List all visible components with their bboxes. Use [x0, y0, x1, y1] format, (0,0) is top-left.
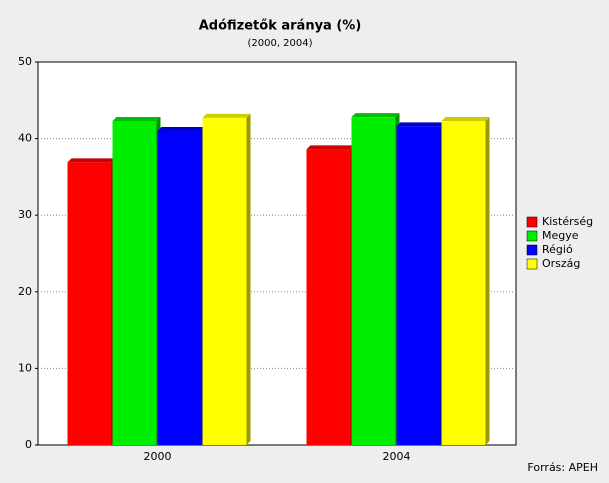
x-tick-label: 2004 [383, 450, 411, 463]
bar-top [202, 113, 251, 118]
y-tick-label: 30 [18, 208, 32, 221]
chart-subtitle: (2000, 2004) [247, 38, 312, 49]
y-tick-label: 0 [25, 438, 32, 451]
legend-swatch [526, 244, 538, 256]
chart-title: Adófizetők aránya (%) [199, 19, 362, 34]
legend-label: Megye [542, 229, 579, 242]
y-tick-label: 20 [18, 285, 32, 298]
bar-side [485, 116, 490, 446]
bar-top [157, 126, 206, 131]
bar [202, 117, 247, 445]
bar [306, 149, 351, 445]
y-tick-label: 10 [18, 361, 32, 374]
legend-swatch [526, 230, 538, 242]
source-note: Forrás: APEH [527, 461, 598, 474]
legend-swatch [526, 216, 538, 228]
bar-top [396, 122, 445, 127]
x-tick-label: 2000 [144, 450, 172, 463]
legend-label: Ország [542, 257, 580, 270]
legend-label: Kistérség [542, 215, 593, 228]
legend-label: Régió [542, 243, 573, 256]
bar [112, 120, 157, 446]
bar-top [441, 116, 490, 121]
y-tick-label: 40 [18, 132, 32, 145]
bar-top [67, 158, 116, 163]
bar-side [246, 113, 251, 445]
bar [157, 130, 202, 445]
bar [67, 162, 112, 445]
bar [441, 120, 486, 446]
bar [351, 117, 396, 445]
bar-top [306, 145, 355, 150]
y-tick-label: 50 [18, 55, 32, 68]
bar [396, 126, 441, 446]
bar-top [112, 116, 161, 121]
bar-top [351, 113, 400, 118]
legend-swatch [526, 258, 538, 270]
